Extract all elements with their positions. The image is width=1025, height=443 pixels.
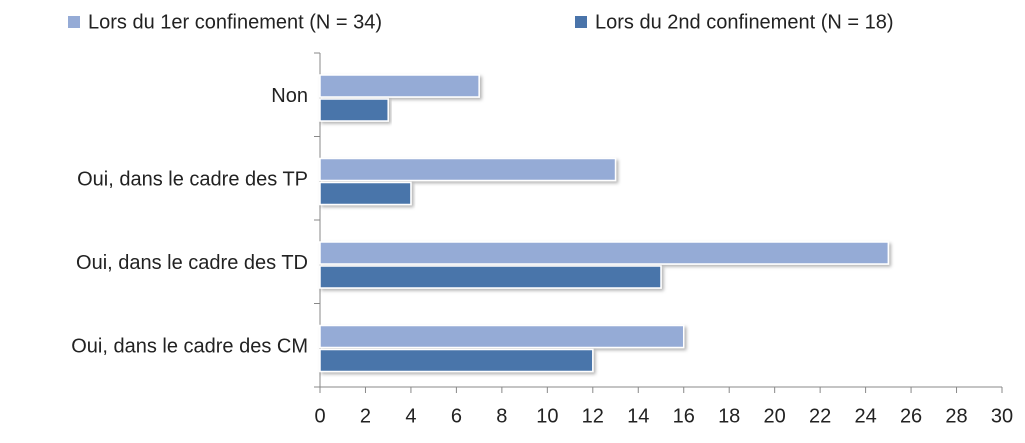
- x-tick-label: 14: [627, 405, 649, 427]
- legend-swatch: [68, 16, 80, 28]
- x-tick-label: 24: [854, 405, 876, 427]
- x-tick-label: 0: [314, 405, 325, 427]
- bar: [319, 74, 480, 98]
- legend-swatch: [575, 16, 587, 28]
- bar: [319, 348, 594, 373]
- x-tick-label: 16: [673, 405, 695, 427]
- x-tick-label: 8: [496, 405, 507, 427]
- legend-label: Lors du 2nd confinement (N = 18): [595, 11, 894, 33]
- y-tick-label: Oui, dans le cadre des TP: [77, 169, 308, 191]
- bar: [319, 181, 412, 206]
- x-tick-label: 28: [945, 405, 967, 427]
- bar: [319, 241, 890, 265]
- bar: [319, 157, 617, 182]
- y-tick-label: Oui, dans le cadre des CM: [71, 336, 308, 358]
- x-tick-label: 12: [582, 405, 604, 427]
- x-tick-label: 26: [900, 405, 922, 427]
- x-tick-label: 20: [764, 405, 786, 427]
- x-tick-label: 6: [451, 405, 462, 427]
- y-tick-label: Oui, dans le cadre des TD: [76, 252, 308, 274]
- x-tick-label: 30: [991, 405, 1013, 427]
- bar: [319, 324, 685, 349]
- bar: [319, 98, 389, 122]
- x-tick-label: 4: [405, 405, 416, 427]
- x-tick-label: 22: [809, 405, 831, 427]
- legend-label: Lors du 1er confinement (N = 34): [88, 11, 382, 33]
- x-tick-label: 18: [718, 405, 740, 427]
- y-tick-label: Non: [271, 85, 308, 107]
- x-tick-label: 10: [536, 405, 558, 427]
- bar: [319, 265, 662, 289]
- x-tick-label: 2: [360, 405, 371, 427]
